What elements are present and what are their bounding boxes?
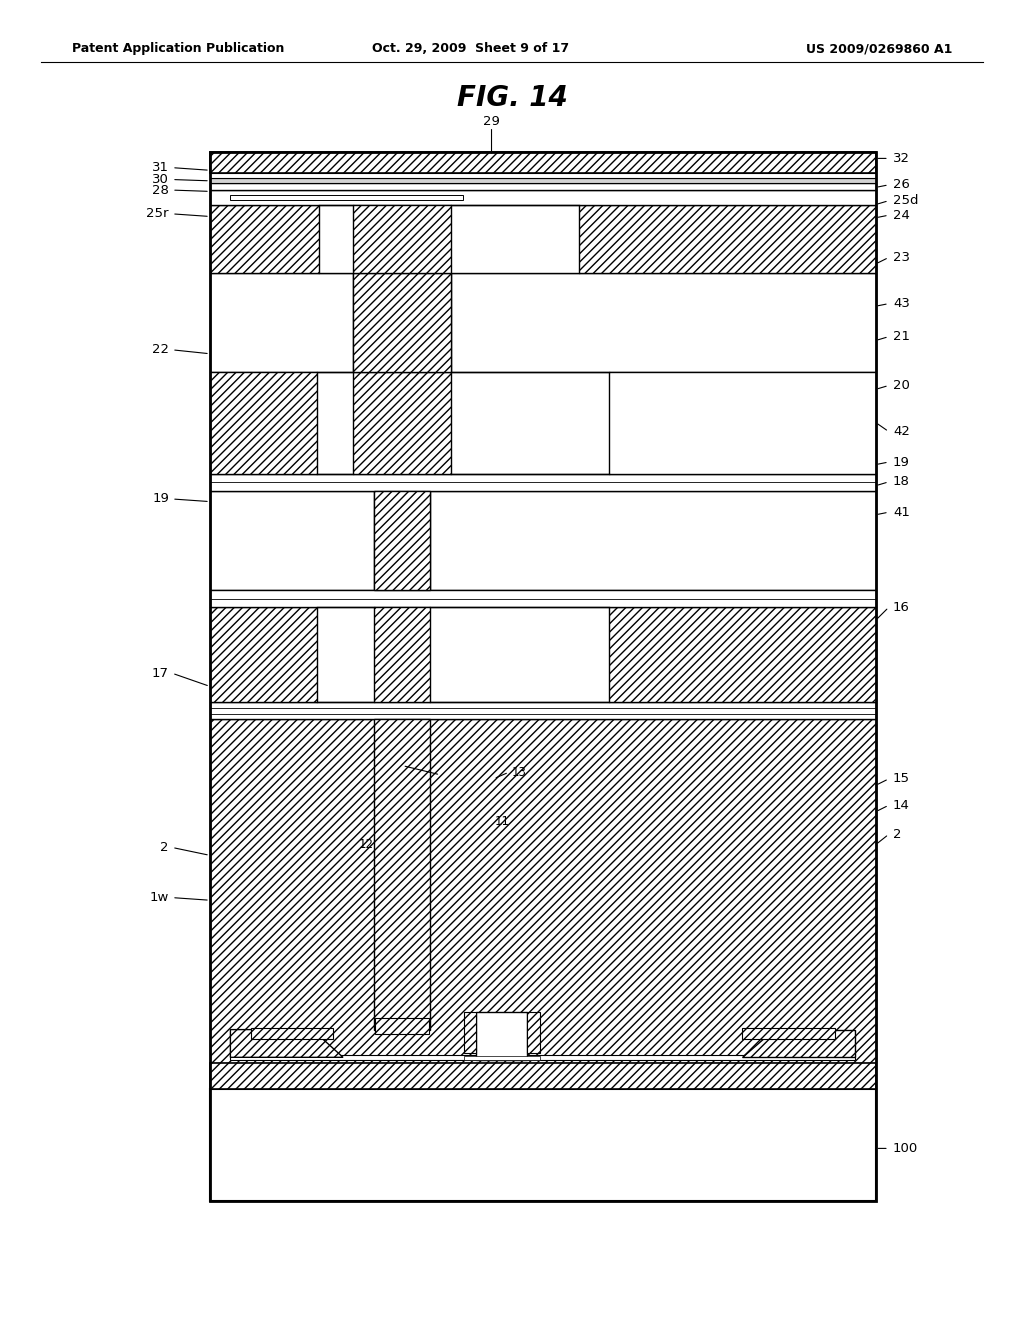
Bar: [230, 195, 463, 199]
Text: 14: 14: [893, 799, 909, 812]
Text: 25d: 25d: [893, 194, 919, 207]
Bar: [210, 152, 876, 1201]
Text: Oct. 29, 2009  Sheet 9 of 17: Oct. 29, 2009 Sheet 9 of 17: [373, 42, 569, 55]
Bar: [375, 1018, 429, 1034]
Text: FIG. 14: FIG. 14: [457, 83, 567, 112]
Text: 20: 20: [893, 379, 909, 392]
Bar: [210, 702, 876, 719]
Text: US 2009/0269860 A1: US 2009/0269860 A1: [806, 42, 952, 55]
Text: 26: 26: [893, 178, 909, 191]
Polygon shape: [742, 1030, 855, 1057]
Bar: [210, 590, 876, 607]
Bar: [210, 372, 317, 474]
Bar: [251, 1028, 333, 1039]
Text: 100: 100: [893, 1142, 919, 1155]
Bar: [210, 273, 353, 372]
Text: 25r: 25r: [146, 207, 169, 220]
Text: 12: 12: [358, 838, 374, 851]
Text: 1c: 1c: [410, 843, 424, 857]
Text: 15: 15: [893, 772, 910, 785]
Bar: [374, 607, 430, 702]
Text: 18: 18: [893, 475, 909, 488]
Bar: [319, 205, 353, 273]
Text: 19: 19: [153, 492, 169, 506]
Text: 43: 43: [893, 297, 909, 310]
Bar: [210, 719, 876, 1063]
Text: 16: 16: [893, 601, 909, 614]
Bar: [451, 372, 609, 474]
Bar: [464, 1012, 476, 1053]
Bar: [210, 183, 876, 190]
Bar: [609, 372, 876, 474]
Bar: [451, 205, 579, 273]
Text: Patent Application Publication: Patent Application Publication: [72, 42, 284, 55]
Bar: [609, 607, 876, 702]
Text: 31: 31: [152, 161, 169, 174]
Bar: [527, 1012, 540, 1053]
Bar: [317, 607, 374, 702]
Polygon shape: [230, 1030, 343, 1057]
Bar: [210, 1089, 876, 1201]
Bar: [210, 607, 317, 702]
Bar: [742, 1028, 835, 1039]
Bar: [476, 1012, 527, 1060]
Text: 23: 23: [893, 251, 910, 264]
Bar: [353, 372, 451, 474]
Text: 21: 21: [893, 330, 910, 343]
Text: 32: 32: [893, 152, 910, 165]
Bar: [210, 474, 876, 491]
Text: 13: 13: [512, 766, 527, 779]
Text: 19: 19: [893, 455, 909, 469]
Bar: [210, 1063, 876, 1089]
Text: 42: 42: [893, 425, 909, 438]
Bar: [210, 178, 876, 183]
Text: 11: 11: [495, 814, 509, 828]
Text: 28: 28: [153, 183, 169, 197]
Text: 17: 17: [152, 667, 169, 680]
Text: 15: 15: [384, 759, 399, 772]
Text: 29: 29: [483, 115, 500, 128]
Text: 2: 2: [893, 828, 901, 841]
Text: 2: 2: [161, 841, 169, 854]
Text: 1w: 1w: [150, 891, 169, 904]
Bar: [374, 491, 430, 590]
Bar: [579, 205, 876, 273]
Bar: [230, 1055, 855, 1060]
Bar: [374, 719, 430, 1030]
Bar: [353, 205, 451, 273]
Bar: [210, 152, 876, 173]
Bar: [210, 173, 876, 178]
Text: 22: 22: [152, 343, 169, 356]
Bar: [210, 190, 876, 205]
Bar: [317, 372, 353, 474]
Text: 30: 30: [153, 173, 169, 186]
Text: 41: 41: [893, 506, 909, 519]
Bar: [210, 205, 319, 273]
Bar: [210, 491, 374, 590]
Bar: [464, 1056, 540, 1060]
Bar: [451, 273, 876, 372]
Text: 24: 24: [893, 209, 909, 222]
Bar: [430, 491, 876, 590]
Bar: [430, 607, 609, 702]
Bar: [353, 273, 451, 372]
